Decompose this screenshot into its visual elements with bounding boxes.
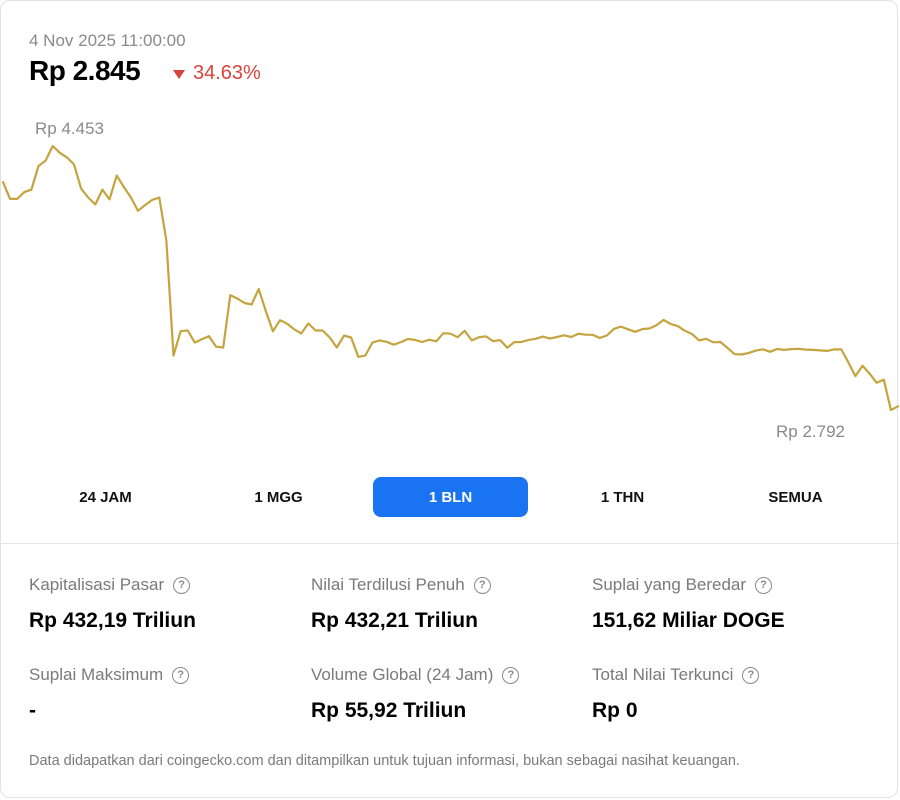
range-1w-button[interactable]: 1 MGG: [254, 488, 303, 506]
range-1m-button[interactable]: 1 BLN: [373, 477, 528, 517]
price-line: [1, 144, 900, 412]
help-icon[interactable]: ?: [172, 666, 190, 684]
stat-label: Kapitalisasi Pasar: [29, 575, 165, 594]
disclaimer: Data didapatkan dari coingecko.com dan d…: [29, 753, 740, 769]
range-all-button[interactable]: SEMUA: [768, 488, 823, 506]
stat-value: Rp 432,21 Triliun: [311, 609, 478, 632]
chart-high-label: Rp 4.453: [35, 119, 104, 138]
range-1y-button[interactable]: 1 THN: [600, 488, 645, 506]
stat-market-cap: Kapitalisasi Pasar? Rp 432,19 Triliun: [29, 575, 299, 633]
stat-total-value-locked: Total Nilai Terkunci? Rp 0: [592, 665, 862, 723]
down-triangle-icon: [173, 70, 185, 79]
price-change: 34.63%: [173, 62, 261, 85]
stat-value: Rp 55,92 Triliun: [311, 699, 467, 722]
stat-circulating-supply: Suplai yang Beredar? 151,62 Miliar DOGE: [592, 575, 862, 633]
stat-label: Suplai yang Beredar: [592, 575, 747, 594]
stat-global-volume: Volume Global (24 Jam)? Rp 55,92 Triliun: [311, 665, 581, 723]
stat-value: 151,62 Miliar DOGE: [592, 609, 785, 632]
range-selector: 24 JAM 1 MGG 1 BLN 1 THN SEMUA: [1, 477, 900, 517]
help-icon[interactable]: ?: [173, 576, 191, 594]
price-change-percent: 34.63%: [193, 62, 261, 84]
current-price: Rp 2.845: [29, 55, 141, 86]
help-icon[interactable]: ?: [502, 666, 520, 684]
chart-low-label: Rp 2.792: [776, 422, 845, 441]
help-icon[interactable]: ?: [473, 576, 491, 594]
timestamp: 4 Nov 2025 11:00:00: [29, 31, 186, 50]
stat-fully-diluted: Nilai Terdilusi Penuh? Rp 432,21 Triliun: [311, 575, 581, 633]
stat-max-supply: Suplai Maksimum? -: [29, 665, 299, 723]
stat-label: Total Nilai Terkunci: [592, 665, 734, 684]
price-chart[interactable]: [1, 1, 900, 471]
help-icon[interactable]: ?: [755, 576, 773, 594]
stat-value: Rp 432,19 Triliun: [29, 609, 196, 632]
stat-value: Rp 0: [592, 699, 638, 722]
stat-label: Nilai Terdilusi Penuh: [311, 575, 465, 594]
range-24h-button[interactable]: 24 JAM: [79, 488, 132, 506]
stat-label: Suplai Maksimum: [29, 665, 164, 684]
stat-value: -: [29, 699, 36, 722]
divider: [1, 543, 899, 544]
help-icon[interactable]: ?: [742, 666, 760, 684]
stat-label: Volume Global (24 Jam): [311, 665, 494, 684]
